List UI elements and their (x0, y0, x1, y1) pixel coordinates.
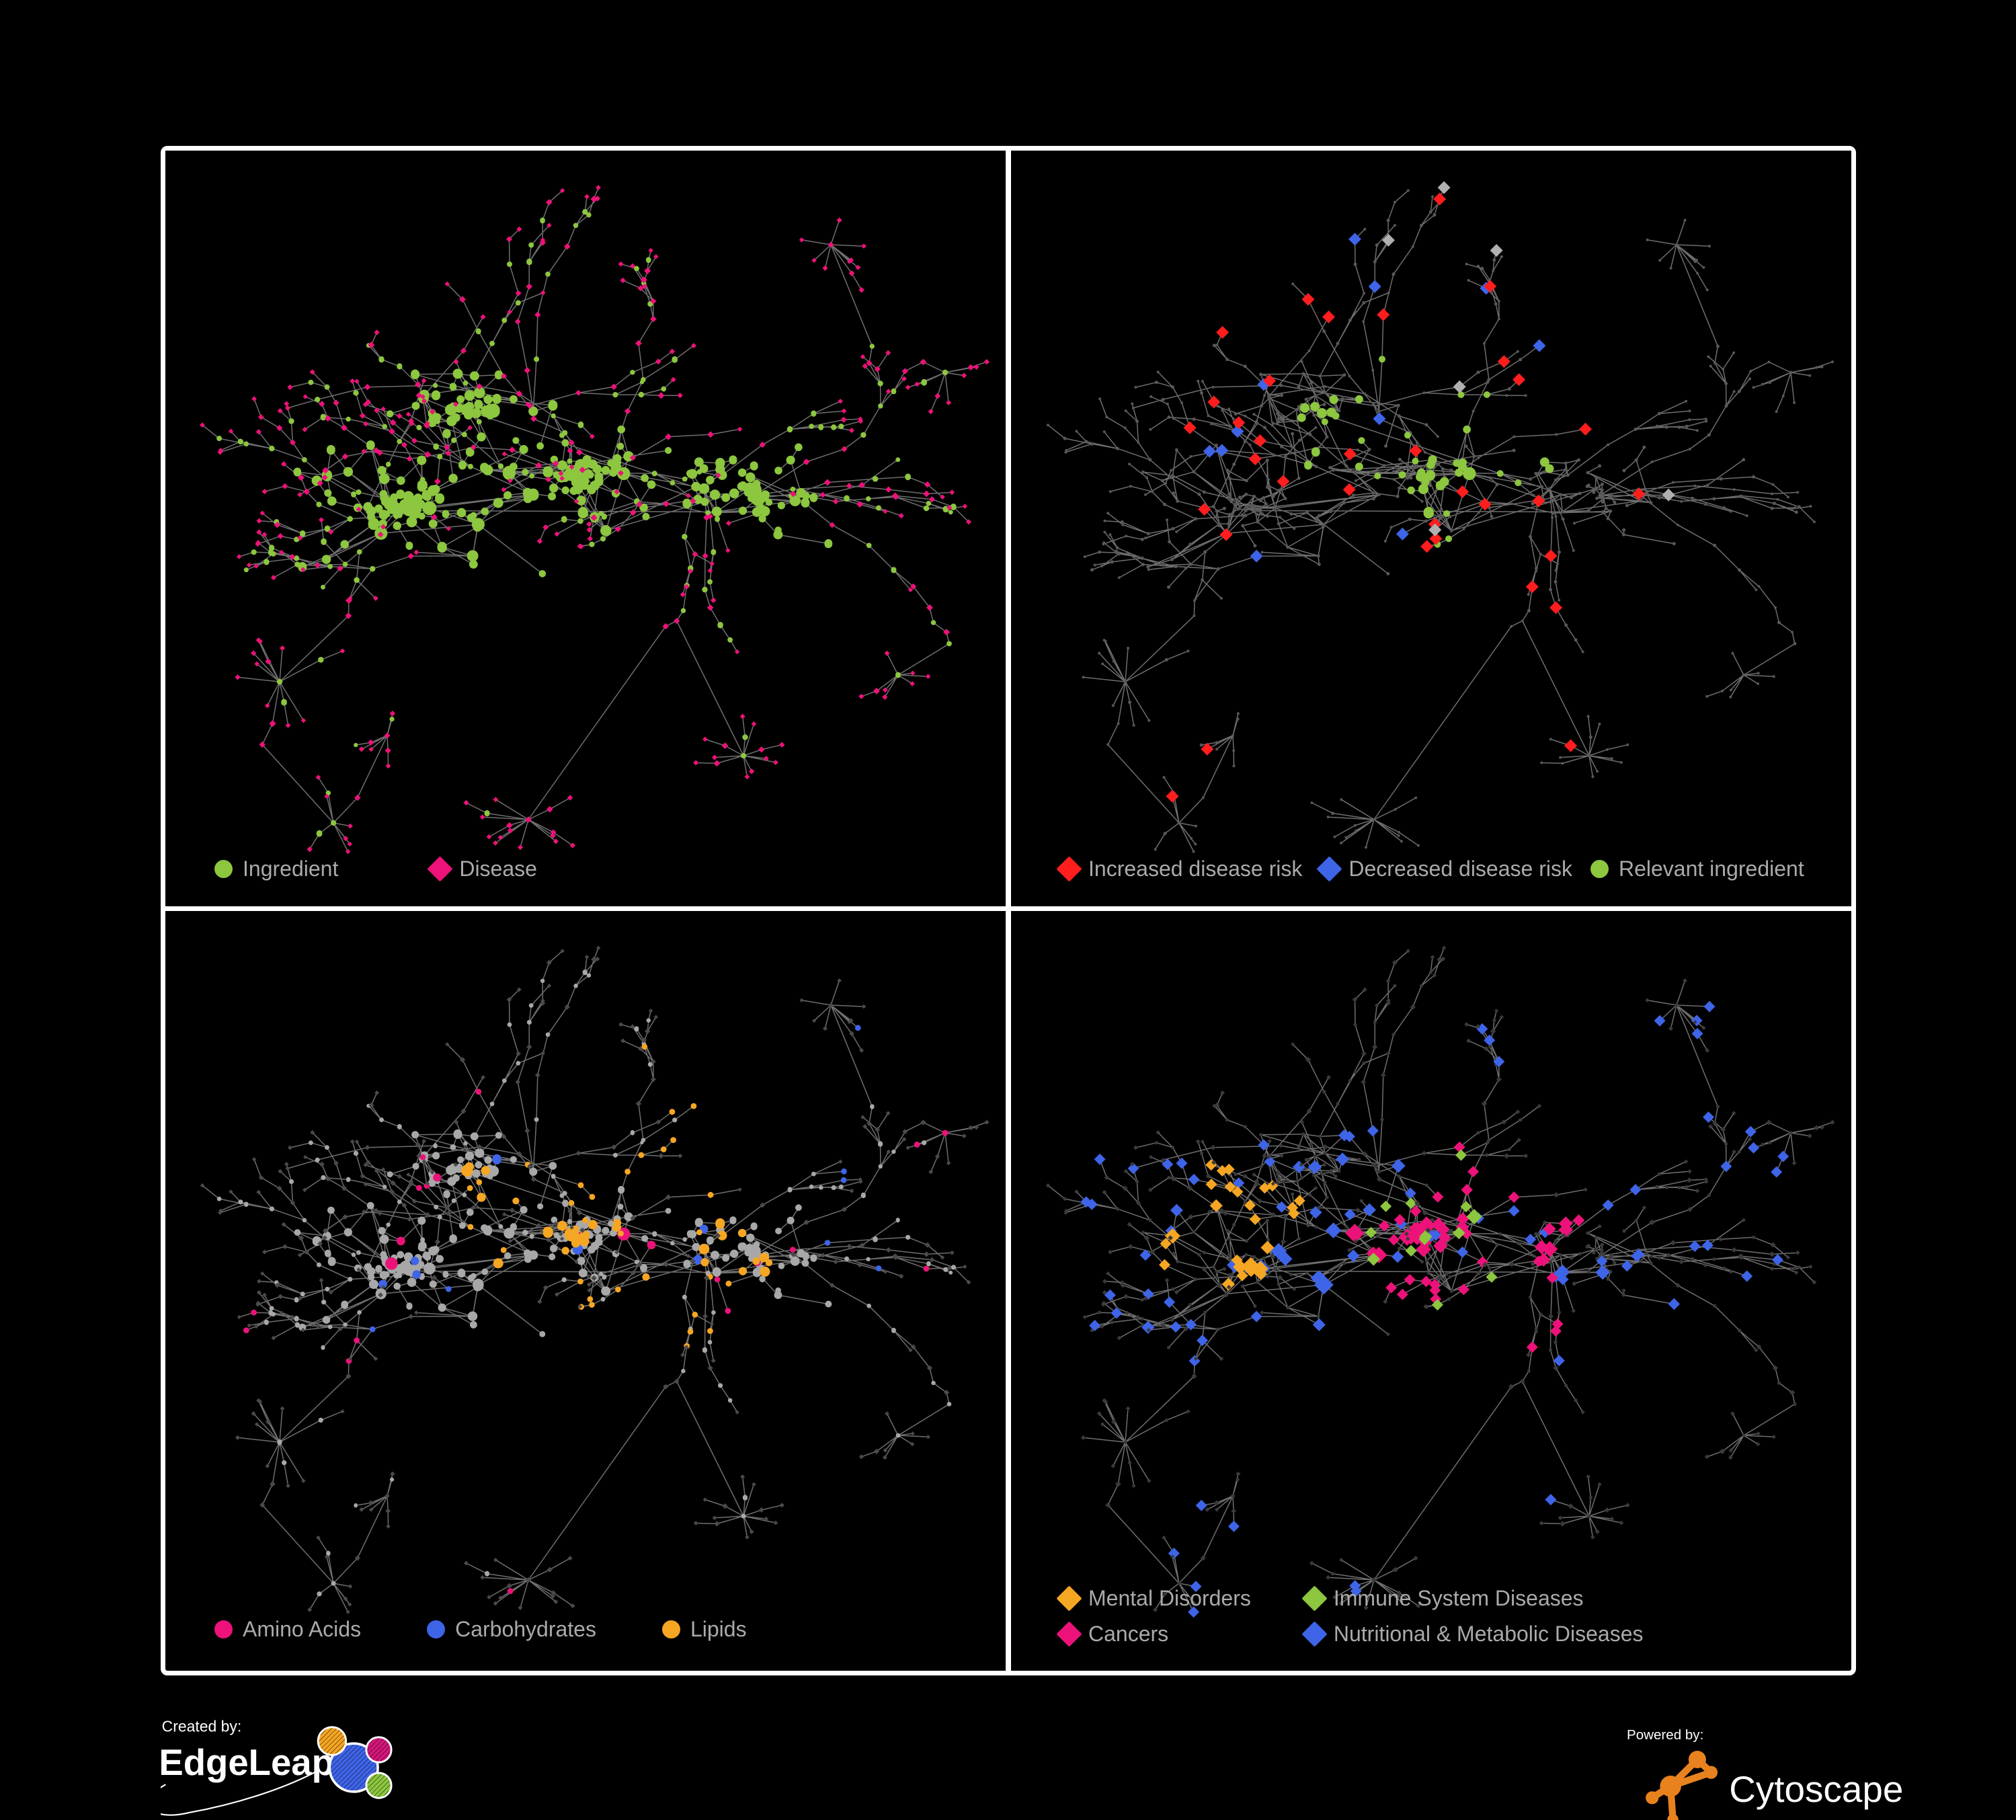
svg-text:Cytoscape: Cytoscape (1729, 1768, 1903, 1810)
svg-text:Created by:: Created by: (162, 1717, 242, 1735)
svg-text:EdgeLeap: EdgeLeap (161, 1742, 334, 1783)
svg-text:Powered by:: Powered by: (1627, 1727, 1703, 1743)
